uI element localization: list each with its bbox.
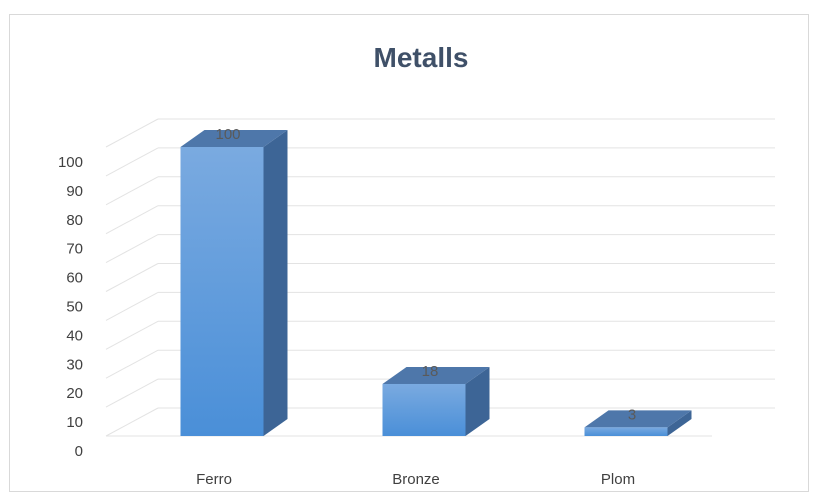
gridline-diagonal xyxy=(105,176,159,206)
bar xyxy=(180,147,264,436)
category-label: Ferro xyxy=(196,471,232,488)
bar-top xyxy=(180,130,288,147)
gridline-diagonal xyxy=(105,205,159,235)
bar xyxy=(382,383,466,436)
gridline-diagonal xyxy=(105,234,159,264)
y-tick-label: 30 xyxy=(66,356,83,373)
bar-side xyxy=(465,366,490,436)
gridline-diagonal xyxy=(105,349,159,379)
y-tick-label: 40 xyxy=(66,327,83,344)
data-labels: 100 18 3 xyxy=(215,126,636,423)
bars xyxy=(180,130,692,436)
bar-top xyxy=(382,366,490,384)
y-tick-label: 20 xyxy=(66,385,83,402)
y-axis-tick-labels: 0 10 20 30 40 50 60 70 80 90 100 xyxy=(58,154,83,460)
y-tick-label: 60 xyxy=(66,270,83,287)
category-label: Plom xyxy=(601,471,635,488)
chart-title: Metalls xyxy=(374,42,469,73)
gridline-diagonal xyxy=(105,147,159,177)
bar-side xyxy=(667,410,692,436)
y-tick-label: 50 xyxy=(66,299,83,316)
x-axis-category-labels: Ferro Bronze Plom xyxy=(196,471,635,488)
category-label: Bronze xyxy=(392,471,440,488)
bar-top xyxy=(584,410,692,428)
bar-side xyxy=(263,130,288,436)
gridline-diagonal xyxy=(105,407,159,437)
data-label: 18 xyxy=(422,363,439,380)
data-label: 100 xyxy=(215,126,240,143)
y-tick-label: 80 xyxy=(66,212,83,229)
y-tick-label: 70 xyxy=(66,241,83,258)
gridline-diagonal xyxy=(105,263,159,292)
gridline-diagonal xyxy=(105,291,159,321)
data-label: 3 xyxy=(628,406,636,423)
y-tick-label: 90 xyxy=(66,183,83,200)
y-tick-label: 100 xyxy=(58,154,83,171)
y-tick-label: 0 xyxy=(75,443,83,460)
gridline-diagonal xyxy=(105,320,159,350)
gridline-diagonal xyxy=(105,378,159,408)
bar xyxy=(584,427,668,436)
y-tick-label: 10 xyxy=(66,414,83,431)
gridline-diagonal xyxy=(105,118,159,148)
